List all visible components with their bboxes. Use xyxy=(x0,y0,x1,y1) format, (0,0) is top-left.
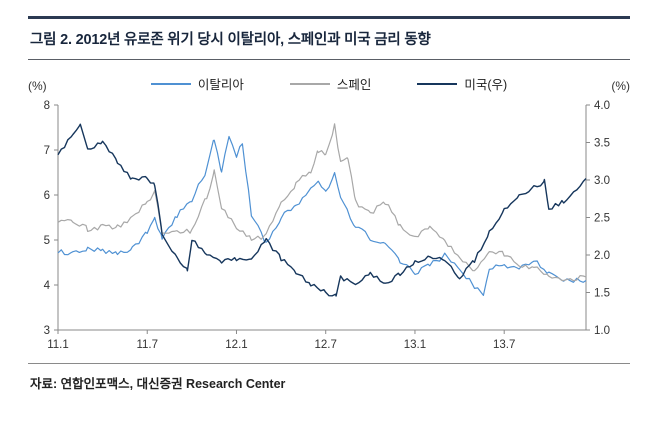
svg-text:3.5: 3.5 xyxy=(594,138,610,150)
svg-text:12.1: 12.1 xyxy=(225,339,247,351)
right-axis-unit-label: (%) xyxy=(611,79,630,93)
legend-label-italy: 이탈리아 xyxy=(197,78,244,92)
svg-text:12.7: 12.7 xyxy=(315,339,337,351)
chart-legend: 이탈리아 스페인 미국(우) xyxy=(62,74,596,93)
svg-text:8: 8 xyxy=(44,100,50,112)
svg-text:2.0: 2.0 xyxy=(594,250,610,262)
us-line-swatch xyxy=(417,82,458,85)
svg-text:13.1: 13.1 xyxy=(404,339,426,351)
legend-label-spain: 스페인 xyxy=(336,78,372,92)
svg-text:11.7: 11.7 xyxy=(136,339,158,351)
rate-line-chart: 3 4 5 6 7 8 1.0 1.5 2.0 2.5 3.0 3.5 4.0 11.1 11.7 12.1 1… xyxy=(44,100,610,351)
legend-item-italy: 이탈리아 xyxy=(150,74,244,93)
svg-text:11.1: 11.1 xyxy=(47,339,69,351)
legend-item-spain: 스페인 xyxy=(289,74,372,93)
source-note: 자료: 연합인포맥스, 대신증권 Research Center xyxy=(28,363,630,401)
svg-text:6: 6 xyxy=(44,190,50,202)
legend-item-us: 미국(우) xyxy=(417,74,507,93)
svg-text:7: 7 xyxy=(44,145,50,157)
svg-text:13.7: 13.7 xyxy=(493,339,515,351)
svg-text:4.0: 4.0 xyxy=(594,100,610,112)
svg-text:3.0: 3.0 xyxy=(594,175,610,187)
svg-text:4: 4 xyxy=(44,280,51,292)
svg-text:2.5: 2.5 xyxy=(594,213,610,225)
svg-text:3: 3 xyxy=(44,325,50,337)
italy-line-swatch xyxy=(150,82,191,85)
legend-label-us: 미국(우) xyxy=(464,78,508,92)
figure-container: 그림 2. 2012년 유로존 위기 당시 이탈리아, 스페인과 미국 금리 동… xyxy=(28,16,630,401)
svg-text:1.5: 1.5 xyxy=(594,288,610,300)
svg-text:1.0: 1.0 xyxy=(594,325,610,337)
left-axis-unit-label: (%) xyxy=(28,79,47,93)
spain-line-swatch xyxy=(289,82,330,85)
svg-text:5: 5 xyxy=(44,235,50,247)
figure-title: 그림 2. 2012년 유로존 위기 당시 이탈리아, 스페인과 미국 금리 동… xyxy=(28,16,630,60)
axis-unit-and-legend-row: (%) 이탈리아 스페인 미국(우) (%) xyxy=(28,74,630,93)
